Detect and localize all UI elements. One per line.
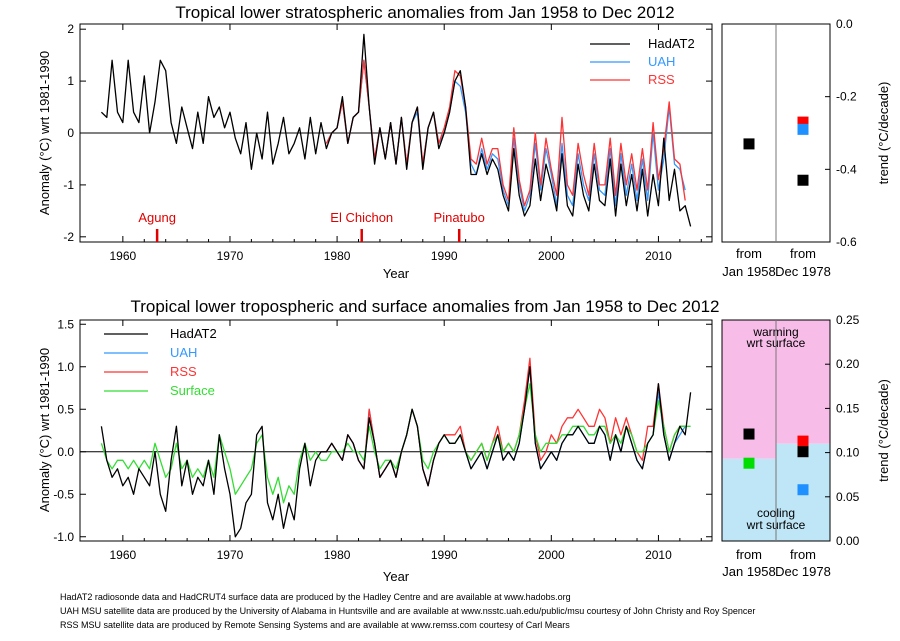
trend-y-tick-label: -0.4 [836,162,857,176]
trend-marker-uah [797,123,809,135]
trend-y-tick-label: -0.6 [836,235,857,249]
x-tick-label: 1960 [109,249,136,263]
y-tick-label: -2 [63,230,74,244]
x-tick-label: 2010 [645,249,672,263]
trend-marker-hadat2 [743,428,755,440]
cooling-region [722,458,776,541]
y-tick-label: -1.0 [53,530,74,544]
y-tick-label: 1.0 [57,360,74,374]
trend-period-label: from [790,547,816,562]
trend-marker-surface [743,457,755,469]
x-tick-label: 1980 [324,548,351,562]
volcano-label: Agung [138,210,176,225]
y-tick-label: 1 [67,74,74,88]
y-tick-label: 0.0 [57,445,74,459]
y-tick-label: 2 [67,22,74,36]
series-line-hadat2 [100,366,692,538]
footer-credit-line-2: UAH MSU satellite data are produced by t… [60,606,756,616]
trend-period-label: Dec 1978 [775,564,831,579]
trend-y-tick-label: -0.2 [836,90,857,104]
trend-axis-label: trend (°C/decade) [876,82,891,185]
trend-y-tick-label: 0.05 [836,490,860,504]
legend-label-surface: Surface [170,383,215,398]
x-tick-label: 1960 [109,548,136,562]
trend-marker-rss [797,116,809,128]
legend-label-hadat2: HadAT2 [170,326,217,341]
trend-period-label: from [736,547,762,562]
series-line-hadat2 [100,33,692,227]
volcano-label: Pinatubo [434,210,485,225]
trend-marker-hadat2 [797,174,809,186]
chart-title: Tropical lower stratospheric anomalies f… [175,3,674,22]
y-tick-label: 1.5 [57,317,74,331]
footer-credit-line-3: RSS MSU satellite data are produced by R… [60,620,570,630]
trend-y-tick-label: 0.20 [836,357,860,371]
legend-label-uah: UAH [170,345,197,360]
legend-label-uah: UAH [648,54,675,69]
trend-marker-hadat2 [743,138,755,150]
trend-marker-uah [797,484,809,496]
plot-frame [79,319,713,542]
chart-title: Tropical lower tropospheric and surface … [130,297,719,316]
trend-period-label: Jan 1958 [722,264,776,279]
x-tick-label: 1980 [324,249,351,263]
trend-period-label: Dec 1978 [775,264,831,279]
x-tick-label: 1990 [431,249,458,263]
x-tick-label: 1970 [217,548,244,562]
trend-y-tick-label: 0.10 [836,446,860,460]
legend-label-rss: RSS [648,72,675,87]
y-axis-label: Anomaly (°C) wrt 1981-1990 [37,348,52,512]
trend-y-tick-label: 0.0 [836,17,853,31]
trend-period-label: from [736,246,762,261]
y-tick-label: -0.5 [53,487,74,501]
y-axis-label: Anomaly (°C) wrt 1981-1990 [37,51,52,215]
warming-region [776,320,830,444]
legend-label-rss: RSS [170,364,197,379]
y-tick-label: -1 [63,178,74,192]
x-tick-label: 2000 [538,249,565,263]
x-tick-label: 1970 [217,249,244,263]
y-tick-label: 0 [67,126,74,140]
trend-axis-label: trend (°C/decade) [876,379,891,482]
legend-label-hadat2: HadAT2 [648,36,695,51]
series-line-rss [325,357,686,487]
footer-credit-line-1: HadAT2 radiosonde data and HadCRUT4 surf… [60,592,571,602]
x-tick-label: 2010 [645,548,672,562]
x-tick-label: 1990 [431,548,458,562]
volcano-label: El Chichon [330,210,393,225]
trend-period-label: Jan 1958 [722,564,776,579]
trend-marker-hadat2 [797,446,809,458]
trend-y-tick-label: 0.15 [836,401,860,415]
x-tick-label: 2000 [538,548,565,562]
trend-y-tick-label: 0.25 [836,313,860,327]
y-tick-label: 0.5 [57,402,74,416]
trend-period-label: from [790,246,816,261]
series-line-uah [325,59,686,212]
series-line-surface [100,383,691,504]
trend-y-tick-label: 0.00 [836,534,860,548]
x-axis-label: Year [383,569,410,584]
x-axis-label: Year [383,266,410,281]
trend-marker-rss [797,435,809,447]
